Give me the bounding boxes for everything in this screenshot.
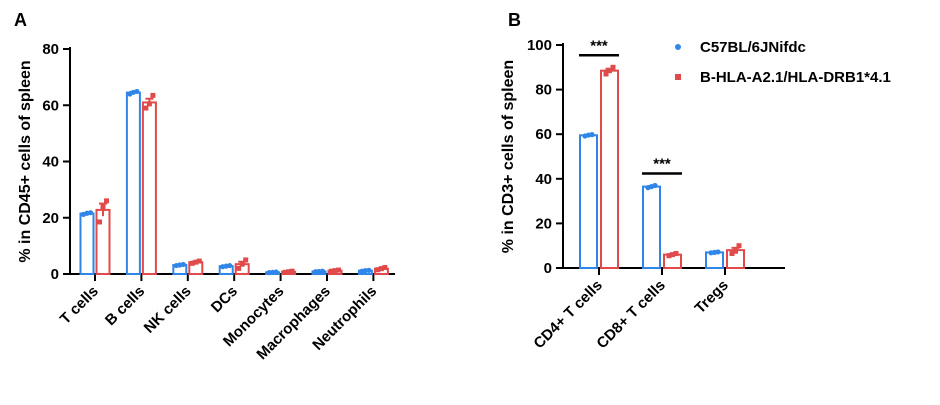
legend-marker — [675, 44, 681, 50]
data-point — [610, 64, 616, 70]
data-point — [736, 243, 742, 249]
bar-series-1 — [642, 185, 661, 269]
data-point — [286, 269, 292, 275]
y-tick-label: 60 — [42, 97, 59, 114]
bar-series-1 — [579, 134, 598, 269]
y-tick-label: 60 — [535, 126, 552, 143]
significance-label: *** — [653, 155, 671, 172]
data-point — [336, 267, 341, 273]
data-point — [670, 252, 675, 258]
data-point — [87, 210, 94, 216]
y-tick-label: 20 — [535, 215, 552, 232]
legend-label: C57BL/6JNifdc — [700, 39, 806, 56]
significance-label: *** — [590, 37, 608, 54]
data-point — [666, 253, 672, 259]
data-point — [329, 268, 334, 274]
data-point — [143, 105, 149, 111]
data-point — [243, 257, 249, 263]
data-point — [239, 261, 245, 267]
data-point — [134, 88, 140, 95]
data-point — [589, 132, 595, 138]
data-point — [715, 249, 721, 255]
data-point — [378, 266, 384, 272]
bar-series-2 — [600, 69, 619, 269]
y-tick-label: 40 — [42, 154, 59, 171]
data-point — [603, 71, 609, 77]
y-tick-label: 80 — [535, 82, 552, 99]
data-point — [289, 268, 295, 274]
data-point — [104, 198, 109, 204]
data-point — [193, 259, 199, 265]
panel-label-a: A — [14, 10, 27, 30]
data-point — [375, 267, 381, 273]
data-point — [282, 269, 288, 275]
data-point — [236, 265, 242, 271]
data-point — [366, 267, 372, 273]
data-point — [189, 260, 195, 266]
y-tick-label: 40 — [535, 171, 552, 188]
data-point — [196, 258, 202, 264]
y-tick-label: 20 — [42, 210, 59, 227]
x-tick-label: Tregs — [692, 277, 732, 317]
data-point — [332, 268, 338, 274]
panel-label-b: B — [508, 10, 521, 30]
data-point — [180, 261, 186, 268]
y-tick-label: 0 — [544, 260, 552, 277]
y-tick-label: 100 — [527, 37, 552, 54]
data-point — [100, 204, 106, 209]
y-tick-label: 80 — [42, 41, 59, 58]
y-axis-title: % in CD3+ cells of spleen — [500, 60, 517, 253]
data-point — [607, 68, 612, 74]
data-point — [733, 248, 738, 254]
data-point — [227, 262, 233, 269]
data-point — [319, 268, 326, 274]
legend-label: B-HLA-A2.1/HLA-DRB1*4.1 — [700, 69, 891, 86]
data-point — [97, 219, 102, 225]
y-tick-label: 0 — [51, 266, 59, 283]
data-point — [146, 101, 152, 107]
data-point — [273, 269, 279, 275]
y-axis-title: % in CD45+ cells of spleen — [17, 60, 34, 262]
data-point — [652, 182, 658, 189]
data-point — [382, 265, 388, 271]
data-point — [150, 92, 156, 98]
data-point — [729, 251, 735, 257]
data-point — [673, 251, 679, 257]
legend-marker — [675, 74, 681, 80]
